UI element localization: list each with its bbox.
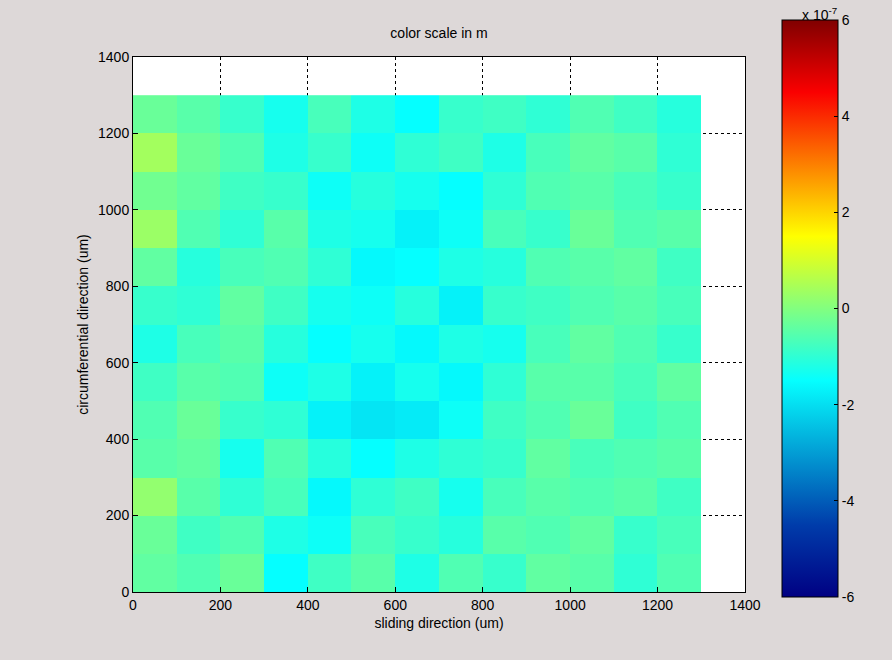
svg-text:color scale in m: color scale in m (390, 25, 487, 41)
svg-text:400: 400 (296, 597, 320, 613)
svg-text:2: 2 (842, 204, 850, 220)
svg-text:600: 600 (106, 355, 130, 371)
svg-text:0: 0 (121, 584, 129, 600)
svg-text:800: 800 (471, 597, 495, 613)
svg-text:0: 0 (842, 300, 850, 316)
svg-text:800: 800 (106, 278, 130, 294)
svg-text:1200: 1200 (98, 125, 129, 141)
svg-text:1400: 1400 (729, 597, 760, 613)
svg-text:1000: 1000 (555, 597, 586, 613)
svg-text:-2: -2 (842, 397, 855, 413)
svg-text:600: 600 (384, 597, 408, 613)
svg-text:4: 4 (842, 108, 850, 124)
svg-text:1000: 1000 (98, 202, 129, 218)
svg-text:1400: 1400 (98, 49, 129, 65)
svg-text:6: 6 (842, 12, 850, 28)
svg-text:1200: 1200 (642, 597, 673, 613)
svg-text:-6: -6 (842, 589, 855, 605)
svg-text:sliding direction (um): sliding direction (um) (374, 615, 503, 631)
svg-text:400: 400 (106, 431, 130, 447)
svg-text:0: 0 (129, 597, 137, 613)
svg-text:200: 200 (209, 597, 233, 613)
svg-text:circumferential direction (um): circumferential direction (um) (75, 234, 91, 415)
svg-text:-4: -4 (842, 493, 855, 509)
svg-text:200: 200 (106, 507, 130, 523)
svg-text:x 10​-7​: x 10​-7​ (802, 5, 837, 23)
